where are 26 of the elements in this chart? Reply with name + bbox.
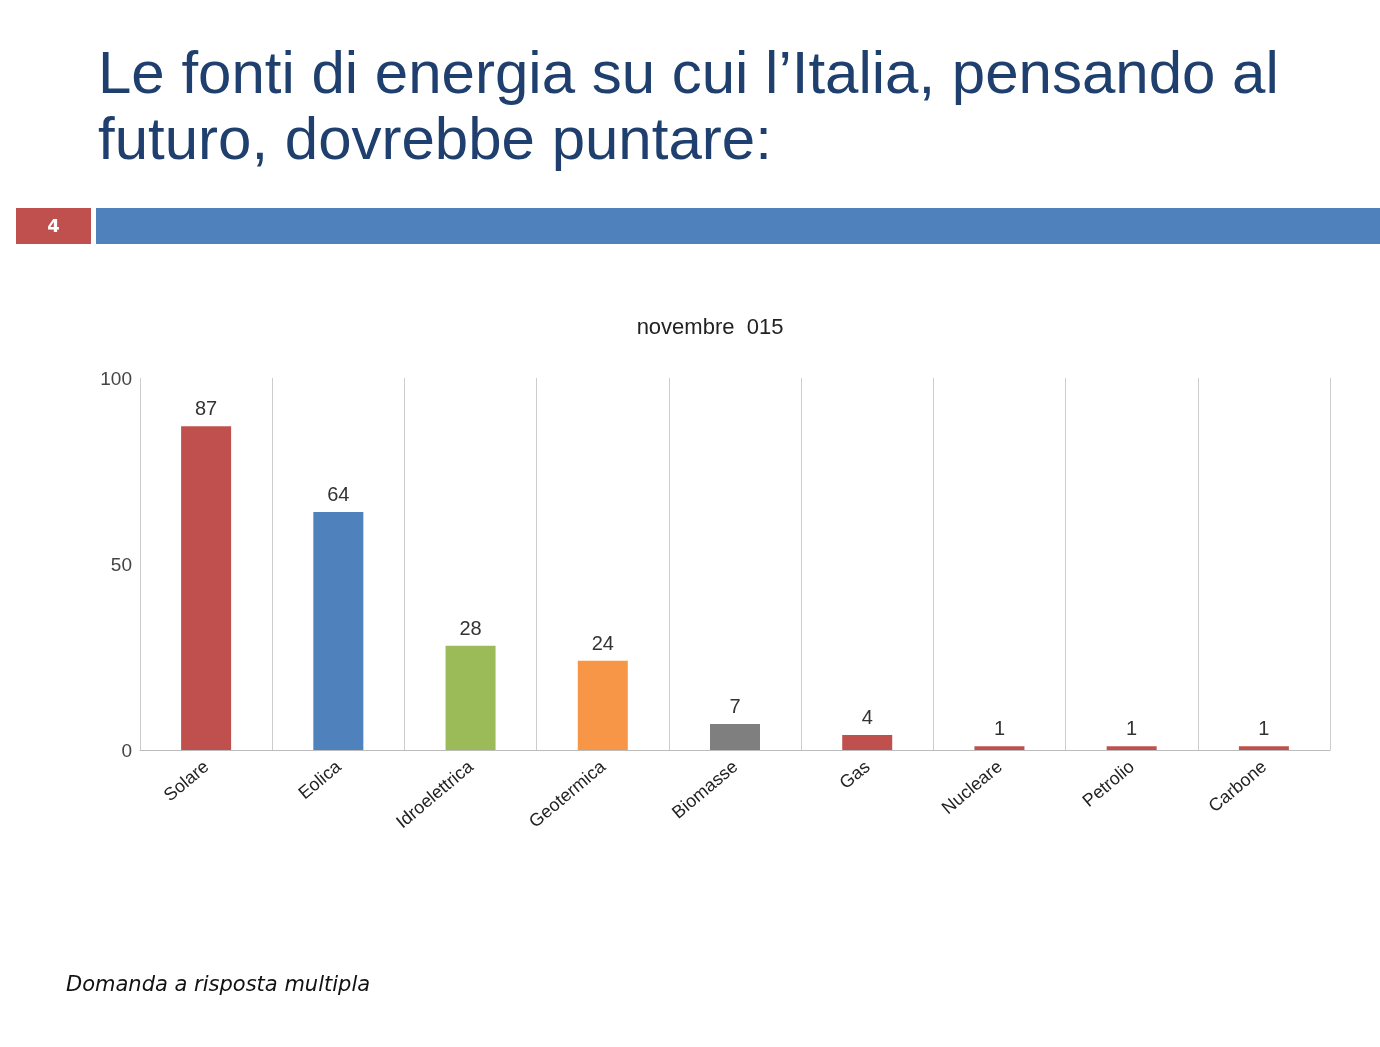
data-label: 7	[729, 694, 741, 717]
bar	[710, 723, 760, 750]
data-label: 1	[1126, 717, 1138, 740]
data-label: 1	[993, 717, 1006, 740]
chart-title: Le fonti di energia su cui l’Italia, pensando al futuro, dovrebbe puntare:	[98, 39, 1280, 172]
bar	[1106, 746, 1157, 750]
data-label: 64	[327, 482, 350, 505]
y-tick-label: 100	[100, 367, 132, 389]
bar	[181, 426, 232, 750]
bar	[842, 735, 893, 750]
data-label: 4	[861, 706, 873, 729]
bar	[1238, 746, 1289, 750]
y-tick-label: 50	[110, 553, 132, 575]
data-label: 28	[459, 616, 482, 639]
data-label: 1	[1258, 717, 1270, 740]
text: 4	[16, 208, 91, 244]
y-tick-label: 0	[121, 739, 132, 761]
x-tick-label: Gas	[835, 756, 874, 793]
data-label: 87	[194, 397, 218, 420]
chart-subtitle: novembre 015	[636, 313, 784, 339]
bar	[974, 746, 1025, 750]
bar	[577, 660, 628, 750]
data-label: 24	[591, 631, 614, 654]
bar	[445, 645, 496, 750]
text: Domanda a risposta multipla	[66, 972, 371, 996]
bar	[313, 511, 364, 750]
